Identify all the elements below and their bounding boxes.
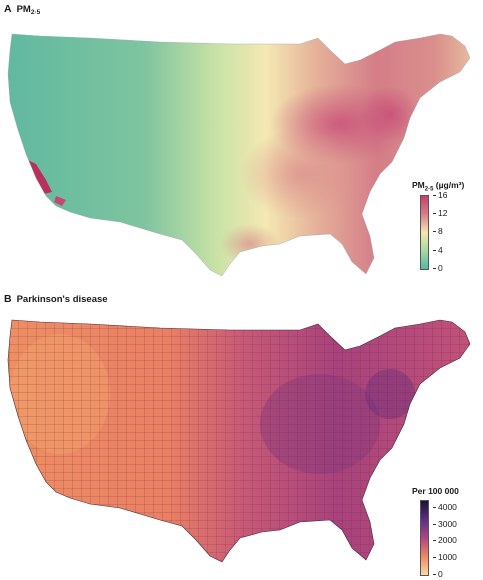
parkinsons-tick-2000: 2000 — [433, 535, 457, 545]
panel-pm25: A PM2·5 — [4, 3, 471, 277]
parkinsons-tick-4000: 4000 — [433, 502, 457, 512]
panel-a-letter: A — [4, 3, 12, 15]
pm25-tick-16: 16 — [432, 190, 448, 200]
parkinsons-color-bar — [420, 500, 429, 576]
panel-b-letter: B — [4, 293, 12, 305]
panel-b-label: B Parkinson's disease — [4, 293, 108, 305]
panel-b-title: Parkinson's disease — [16, 294, 108, 305]
parkinsons-legend: Per 100 000 4000 3000 2000 1000 0 — [412, 486, 459, 579]
pm25-tick-8: 8 — [433, 226, 443, 236]
pm25-legend-title: PM2·5 (µg/m³) — [412, 180, 465, 193]
panel-parkinsons: B Parkinson's disease — [0, 290, 483, 580]
panel-a-label: A PM2·5 — [4, 3, 40, 16]
pm25-legend: PM2·5 (µg/m³) 16 12 8 4 0 — [412, 180, 465, 273]
parkinsons-tick-0: 0 — [433, 569, 443, 579]
pm25-tick-12: 12 — [432, 208, 448, 218]
pm25-tick-0: 0 — [433, 263, 443, 273]
parkinsons-tick-1000: 1000 — [433, 552, 457, 562]
parkinsons-legend-title: Per 100 000 — [412, 486, 459, 496]
panel-a-title: PM2·5 — [16, 4, 41, 16]
parkinsons-tick-3000: 3000 — [433, 519, 457, 529]
pm25-color-bar — [420, 195, 429, 270]
parkinsons-map — [7, 319, 471, 563]
pm25-tick-4: 4 — [433, 245, 443, 255]
pm25-map — [7, 33, 471, 277]
